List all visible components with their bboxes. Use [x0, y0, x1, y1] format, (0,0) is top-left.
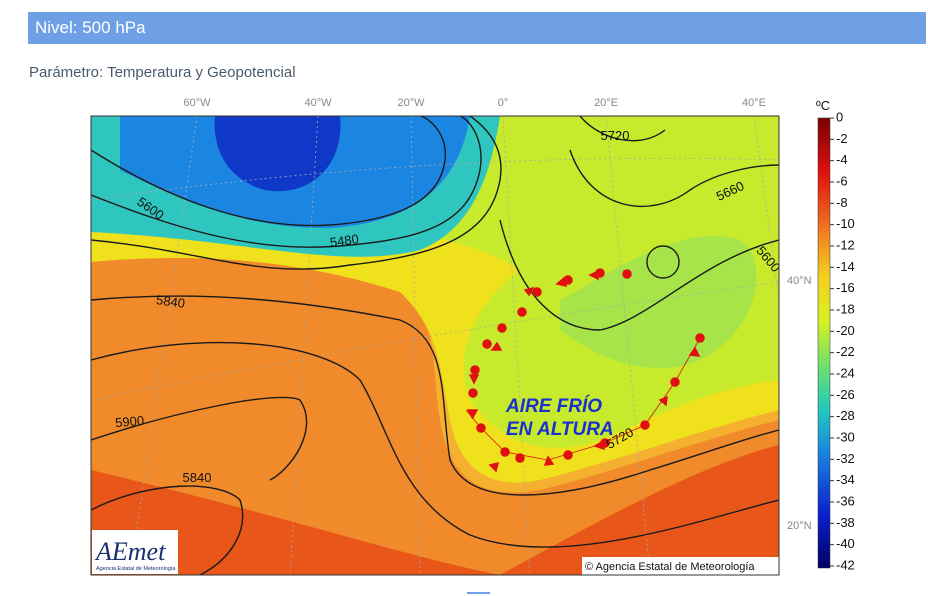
- colorbar-tick-label: -40: [836, 536, 855, 551]
- colorbar-tick-label: -20: [836, 323, 855, 338]
- contour-label: 5900: [115, 413, 145, 430]
- latitude-label: 20°N: [787, 520, 812, 532]
- parameter-label: Parámetro: Temperatura y Geopotencial: [29, 64, 296, 81]
- latitude-label: 40°N: [787, 275, 812, 287]
- colorbar-tick-label: -24: [836, 365, 855, 380]
- colorbar-unit: ºC: [816, 98, 830, 113]
- colorbar-tick-label: -38: [836, 515, 855, 530]
- colorbar-tick-label: -34: [836, 472, 855, 487]
- colorbar-tick-label: -28: [836, 408, 855, 423]
- logo-subtitle: Agencia Estatal de Meteorología: [96, 566, 176, 572]
- colorbar-tick-label: -2: [836, 131, 848, 146]
- colorbar-tick-label: -22: [836, 344, 855, 359]
- colorbar-tick-label: -8: [836, 195, 848, 210]
- longitude-label: 0°: [498, 97, 509, 109]
- colorbar: [817, 117, 831, 569]
- colorbar-tick-label: -26: [836, 387, 855, 402]
- logo: AEmet: [94, 537, 166, 566]
- annotation: EN ALTURA: [506, 419, 614, 440]
- longitude-label: 20°E: [594, 97, 618, 109]
- annotation: AIRE FRÍO: [505, 395, 602, 417]
- colorbar-tick-label: -6: [836, 173, 848, 188]
- longitude-label: 60°W: [183, 97, 211, 109]
- colorbar-tick-label: -14: [836, 259, 855, 274]
- colorbar-tick-label: -42: [836, 557, 855, 572]
- colorbar-tick-label: -16: [836, 280, 855, 295]
- contour-label: 5720: [601, 128, 630, 143]
- colorbar-tick-label: -30: [836, 429, 855, 444]
- map-frame: [90, 115, 780, 576]
- contour-label: 5840: [155, 292, 186, 311]
- colorbar-tick-label: -4: [836, 152, 848, 167]
- colorbar-tick-label: 0: [836, 109, 843, 124]
- level-header: Nivel: 500 hPa: [28, 12, 926, 44]
- contour-label: 5840: [183, 470, 212, 485]
- colorbar-tick-label: -10: [836, 216, 855, 231]
- colorbar-tick-label: -36: [836, 493, 855, 508]
- colorbar-tick-label: -12: [836, 237, 855, 252]
- longitude-label: 20°W: [397, 97, 425, 109]
- page-indicator: [467, 592, 490, 594]
- colorbar-tick-label: -18: [836, 301, 855, 316]
- colorbar-tick-label: -32: [836, 451, 855, 466]
- longitude-label: 40°W: [304, 97, 332, 109]
- copyright: © Agencia Estatal de Meteorología: [585, 561, 755, 573]
- contour-label: 5480: [329, 231, 360, 250]
- longitude-label: 40°E: [742, 97, 766, 109]
